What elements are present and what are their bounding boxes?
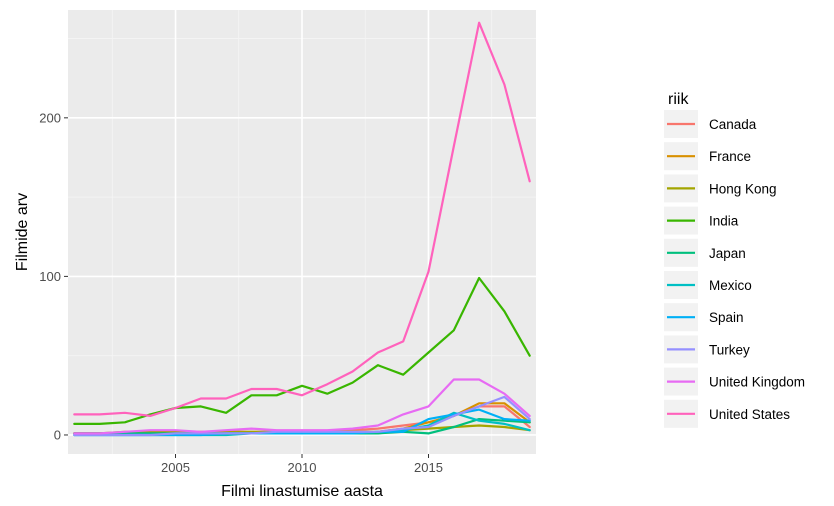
legend-label-canada: Canada xyxy=(709,117,757,132)
x-tick-label: 2010 xyxy=(288,460,317,475)
legend-title: riik xyxy=(668,91,689,108)
x-tick-label: 2005 xyxy=(161,460,190,475)
legend-label-france: France xyxy=(709,149,751,164)
legend-items: Canada France Hong Kong India Japan Mexico Spa… xyxy=(664,110,805,428)
legend: riik Canada France Hong Kong India Japan Mexi… xyxy=(664,91,805,428)
legend-item-india: India xyxy=(664,206,739,235)
legend-label-japan: Japan xyxy=(709,246,746,261)
legend-label-united-kingdom: United Kingdom xyxy=(709,375,805,390)
legend-item-united-kingdom: United Kingdom xyxy=(664,367,805,396)
x-axis: 2005 2010 2015 xyxy=(161,454,443,475)
legend-label-hong-kong: Hong Kong xyxy=(709,181,777,196)
legend-item-mexico: Mexico xyxy=(664,271,752,299)
legend-label-turkey: Turkey xyxy=(709,342,750,357)
y-axis: 0 100 200 xyxy=(39,110,68,442)
series-lines xyxy=(73,21,531,437)
y-tick-label: 0 xyxy=(54,427,61,442)
y-tick-label: 100 xyxy=(39,269,61,284)
legend-item-france: France xyxy=(664,142,751,171)
series-line-united-kingdom xyxy=(73,378,531,435)
legend-label-mexico: Mexico xyxy=(709,278,752,293)
legend-label-spain: Spain xyxy=(709,310,744,325)
legend-item-hong-kong: Hong Kong xyxy=(664,174,777,203)
legend-item-canada: Canada xyxy=(664,110,757,138)
series-line-india xyxy=(73,276,531,425)
x-axis-title: Filmi linastumise aasta xyxy=(221,483,383,500)
series-line-united-states xyxy=(73,21,531,417)
legend-label-united-states: United States xyxy=(709,407,790,422)
series-line-turkey xyxy=(73,395,531,437)
y-axis-title: Filmide arv xyxy=(14,193,31,271)
legend-label-india: India xyxy=(709,214,739,229)
legend-item-united-states: United States xyxy=(664,399,790,428)
legend-item-spain: Spain xyxy=(664,303,744,332)
legend-item-turkey: Turkey xyxy=(664,335,750,364)
legend-item-japan: Japan xyxy=(664,238,746,267)
y-tick-label: 200 xyxy=(39,110,61,125)
x-tick-label: 2015 xyxy=(414,460,443,475)
